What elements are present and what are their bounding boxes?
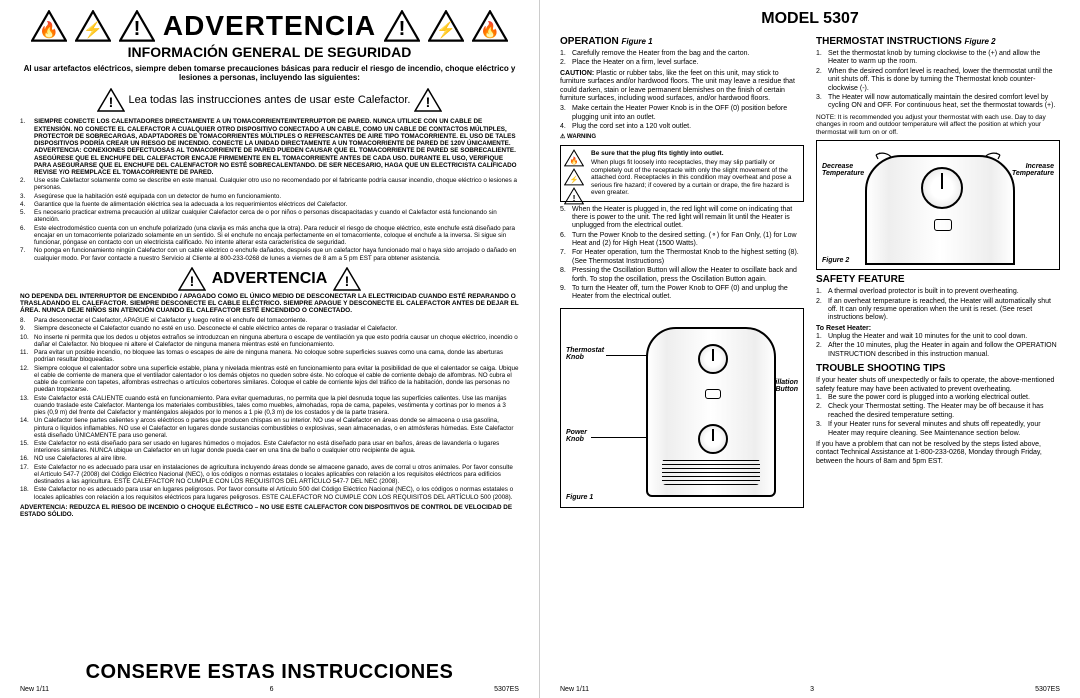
reset-heading: To Reset Heater:	[816, 325, 1060, 333]
operation-heading: OPERATION Figure 1	[560, 36, 804, 48]
warn-box-text: When plugs fit loosely into receptacles,…	[591, 159, 799, 196]
page-number: 6	[270, 686, 274, 693]
safety-heading: SAFETY FEATURE	[816, 274, 1060, 286]
troubleshoot-heading: TROUBLE SHOOTING TIPS	[816, 363, 1060, 375]
heater-illustration	[646, 327, 776, 497]
label-decrease-temp: Decrease Temperature	[822, 163, 864, 177]
svg-text:⚡: ⚡	[570, 175, 579, 184]
svg-text:⚡: ⚡	[436, 20, 456, 39]
svg-text:!: !	[109, 94, 114, 110]
figure-2-caption: Figure 2	[822, 257, 849, 265]
fire-triangle-icon: 🔥	[31, 10, 67, 42]
warning-icon-stack: 🔥 ⚡ !	[564, 149, 584, 205]
meta-date: New 1/11	[560, 686, 589, 693]
troubleshoot-tail: If you have a problem that can not be re…	[816, 441, 1060, 466]
model-heading: MODEL 5307	[560, 10, 1060, 28]
warning-banner: 🔥 ⚡ ! ADVERTENCIA ! ⚡ 🔥	[20, 10, 519, 42]
page-footer-meta: New 1/11 3 5307ES	[560, 686, 1060, 693]
exclaim-triangle-icon: !	[564, 187, 584, 205]
exclaim-triangle-icon: !	[384, 10, 420, 42]
shock-triangle-icon: ⚡	[564, 168, 584, 186]
page-footer-meta: New 1/11 6 5307ES	[20, 686, 519, 693]
svg-text:🔥: 🔥	[480, 20, 500, 39]
svg-text:🔥: 🔥	[39, 20, 59, 39]
two-column-layout: OPERATION Figure 1 Carefully remove the …	[560, 32, 1060, 686]
shock-triangle-icon: ⚡	[75, 10, 111, 42]
safety-list-1: SIEMPRE CONECTE LOS CALENTADORES DIRECTA…	[20, 118, 519, 262]
fire-triangle-icon: 🔥	[472, 10, 508, 42]
save-instructions-heading: CONSERVE ESTAS INSTRUCCIONES	[20, 661, 519, 684]
svg-text:!: !	[573, 193, 576, 203]
exclaim-triangle-icon: !	[119, 10, 155, 42]
footer-warning: ADVERTENCIA: REDUZCA EL RIESGO DE INCEND…	[20, 505, 519, 519]
thermostat-knob-graphic	[698, 344, 728, 374]
svg-text:!: !	[189, 273, 194, 289]
svg-text:!: !	[425, 94, 430, 110]
exclaim-triangle-icon: !	[414, 88, 442, 112]
operation-list-b: Make certain the Heater Power Knob is in…	[560, 105, 804, 131]
exclaim-triangle-icon: !	[333, 267, 361, 291]
page-number: 3	[810, 686, 814, 693]
page-left-spanish: 🔥 ⚡ ! ADVERTENCIA ! ⚡ 🔥 INFORMACIÓN GENE…	[0, 0, 540, 698]
mid-warning-banner: ! ADVERTENCIA !	[20, 267, 519, 291]
thermostat-heading: THERMOSTAT INSTRUCTIONS Figure 2	[816, 36, 1060, 48]
figure-2: Decrease Temperature Increase Temperatur…	[816, 140, 1060, 270]
lead-instruction: ! Lea todas las instrucciones antes de u…	[20, 88, 519, 112]
column-thermostat: THERMOSTAT INSTRUCTIONS Figure 2 Set the…	[816, 32, 1060, 686]
shock-triangle-icon: ⚡	[428, 10, 464, 42]
warning-symbol-label: ⚠ WARNING	[560, 134, 804, 141]
svg-text:🔥: 🔥	[570, 156, 579, 165]
warning-word: ADVERTENCIA	[163, 10, 376, 42]
svg-text:!: !	[399, 18, 406, 40]
label-increase-temp: Increase Temperature	[1012, 163, 1054, 177]
fire-triangle-icon: 🔥	[564, 149, 584, 167]
lead-text: Lea todas las instrucciones antes de usa…	[129, 94, 411, 106]
reset-list: Unplug the Heater and wait 10 minutes fo…	[816, 333, 1060, 359]
warn-box-title: Be sure that the plug fits tightly into …	[591, 150, 799, 157]
exclaim-triangle-icon: !	[97, 88, 125, 112]
svg-text:⚡: ⚡	[83, 20, 103, 39]
troubleshoot-list: Be sure the power cord is plugged into a…	[816, 394, 1060, 438]
meta-code: 5307ES	[494, 686, 519, 693]
plug-warning-box: 🔥 ⚡ ! Be sure that the plug fits tightly…	[560, 145, 804, 202]
heater-top-illustration	[865, 155, 1015, 265]
mid-warning-word: ADVERTENCIA	[212, 270, 328, 288]
svg-text:!: !	[134, 18, 141, 40]
safety-list-2: Para desconectar el Calefactor, APAGUE e…	[20, 317, 519, 502]
meta-code: 5307ES	[1035, 686, 1060, 693]
grille-graphic	[662, 459, 760, 485]
section-heading: INFORMACIÓN GENERAL DE SEGURIDAD	[20, 44, 519, 60]
intro-paragraph: Al usar artefactos eléctricos, siempre d…	[20, 64, 519, 82]
meta-date: New 1/11	[20, 686, 49, 693]
exclaim-triangle-icon: !	[178, 267, 206, 291]
column-operation: OPERATION Figure 1 Carefully remove the …	[560, 32, 804, 686]
operation-list-c: When the Heater is plugged in, the red l…	[560, 206, 804, 302]
thermostat-list: Set the thermostat knob by turning clock…	[816, 50, 1060, 111]
power-knob-graphic	[698, 424, 728, 454]
oscillation-button-graphic	[705, 389, 721, 399]
thermostat-dial-graphic	[921, 167, 963, 209]
safety-list: A thermal overload protector is built in…	[816, 288, 1060, 323]
caution-paragraph: CAUTION: Plastic or rubber tabs, like th…	[560, 70, 804, 104]
thermostat-note: NOTE: It is recommended you adjust your …	[816, 114, 1060, 136]
mid-bold-paragraph: NO DEPENDA DEL INTERRUPTOR DE ENCENDIDO …	[20, 293, 519, 314]
page-right-english: MODEL 5307 OPERATION Figure 1 Carefully …	[540, 0, 1080, 698]
label-power-knob: Power Knob	[566, 429, 587, 443]
svg-text:!: !	[345, 273, 350, 289]
figure-1-caption: Figure 1	[566, 494, 593, 502]
label-thermostat-knob: Thermostat Knob	[566, 347, 604, 361]
figure-1: Thermostat Knob Oscillation Button Power…	[560, 308, 804, 508]
operation-list-a: Carefully remove the Heater from the bag…	[560, 50, 804, 68]
troubleshoot-lead: If your heater shuts off unexpectedly or…	[816, 377, 1060, 394]
oscillate-button-graphic	[934, 219, 952, 231]
